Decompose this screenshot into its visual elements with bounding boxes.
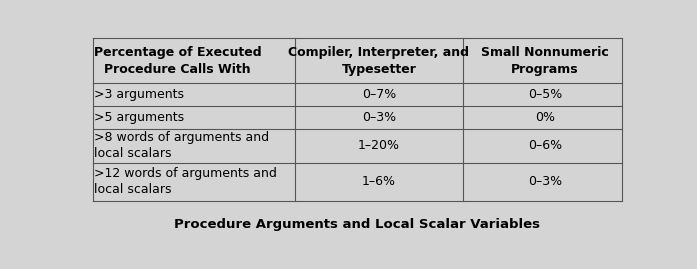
Text: >5 arguments: >5 arguments <box>93 111 184 124</box>
Text: >12 words of arguments and
local scalars: >12 words of arguments and local scalars <box>93 167 277 196</box>
Text: Compiler, Interpreter, and
Typesetter: Compiler, Interpreter, and Typesetter <box>289 46 469 76</box>
Text: >8 words of arguments and
local scalars: >8 words of arguments and local scalars <box>93 131 269 160</box>
Text: 0–3%: 0–3% <box>362 111 396 124</box>
Text: Procedure Arguments and Local Scalar Variables: Procedure Arguments and Local Scalar Var… <box>174 218 540 231</box>
Text: 0%: 0% <box>535 111 555 124</box>
Text: 0–3%: 0–3% <box>528 175 562 188</box>
Text: >3 arguments: >3 arguments <box>93 88 183 101</box>
Text: 0–6%: 0–6% <box>528 139 562 152</box>
Text: 1–6%: 1–6% <box>362 175 396 188</box>
Text: Small Nonnumeric
Programs: Small Nonnumeric Programs <box>481 46 608 76</box>
Text: Percentage of Executed
Procedure Calls With: Percentage of Executed Procedure Calls W… <box>93 46 261 76</box>
Text: 0–7%: 0–7% <box>362 88 396 101</box>
Text: 1–20%: 1–20% <box>358 139 400 152</box>
Text: 0–5%: 0–5% <box>528 88 562 101</box>
